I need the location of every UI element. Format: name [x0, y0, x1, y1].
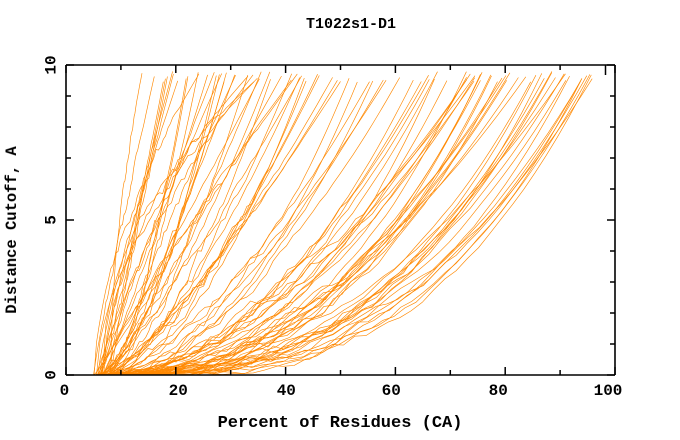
svg-text:0: 0	[60, 382, 70, 400]
svg-text:0: 0	[43, 370, 61, 380]
svg-text:10: 10	[43, 55, 61, 74]
svg-text:60: 60	[382, 382, 401, 400]
svg-text:40: 40	[277, 382, 296, 400]
svg-text:80: 80	[489, 382, 508, 400]
svg-text:100: 100	[594, 382, 623, 400]
svg-text:20: 20	[169, 382, 188, 400]
svg-text:5: 5	[43, 215, 61, 225]
